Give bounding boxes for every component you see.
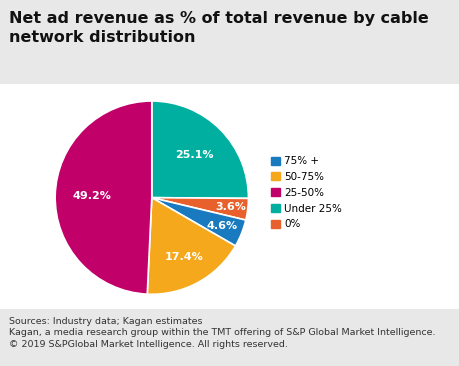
Wedge shape <box>147 198 235 294</box>
Text: 4.6%: 4.6% <box>206 221 237 231</box>
Text: Net ad revenue as % of total revenue by cable
network distribution: Net ad revenue as % of total revenue by … <box>9 11 428 45</box>
Text: 3.6%: 3.6% <box>214 202 246 212</box>
Wedge shape <box>151 198 245 246</box>
Text: 49.2%: 49.2% <box>73 191 111 201</box>
Legend: 75% +, 50-75%, 25-50%, Under 25%, 0%: 75% +, 50-75%, 25-50%, Under 25%, 0% <box>270 156 341 229</box>
Text: 17.4%: 17.4% <box>164 252 203 262</box>
Text: 25.1%: 25.1% <box>175 150 213 160</box>
Wedge shape <box>151 198 248 220</box>
Wedge shape <box>151 101 248 198</box>
Text: Sources: Industry data; Kagan estimates
Kagan, a media research group within the: Sources: Industry data; Kagan estimates … <box>9 317 435 349</box>
Wedge shape <box>55 101 151 294</box>
